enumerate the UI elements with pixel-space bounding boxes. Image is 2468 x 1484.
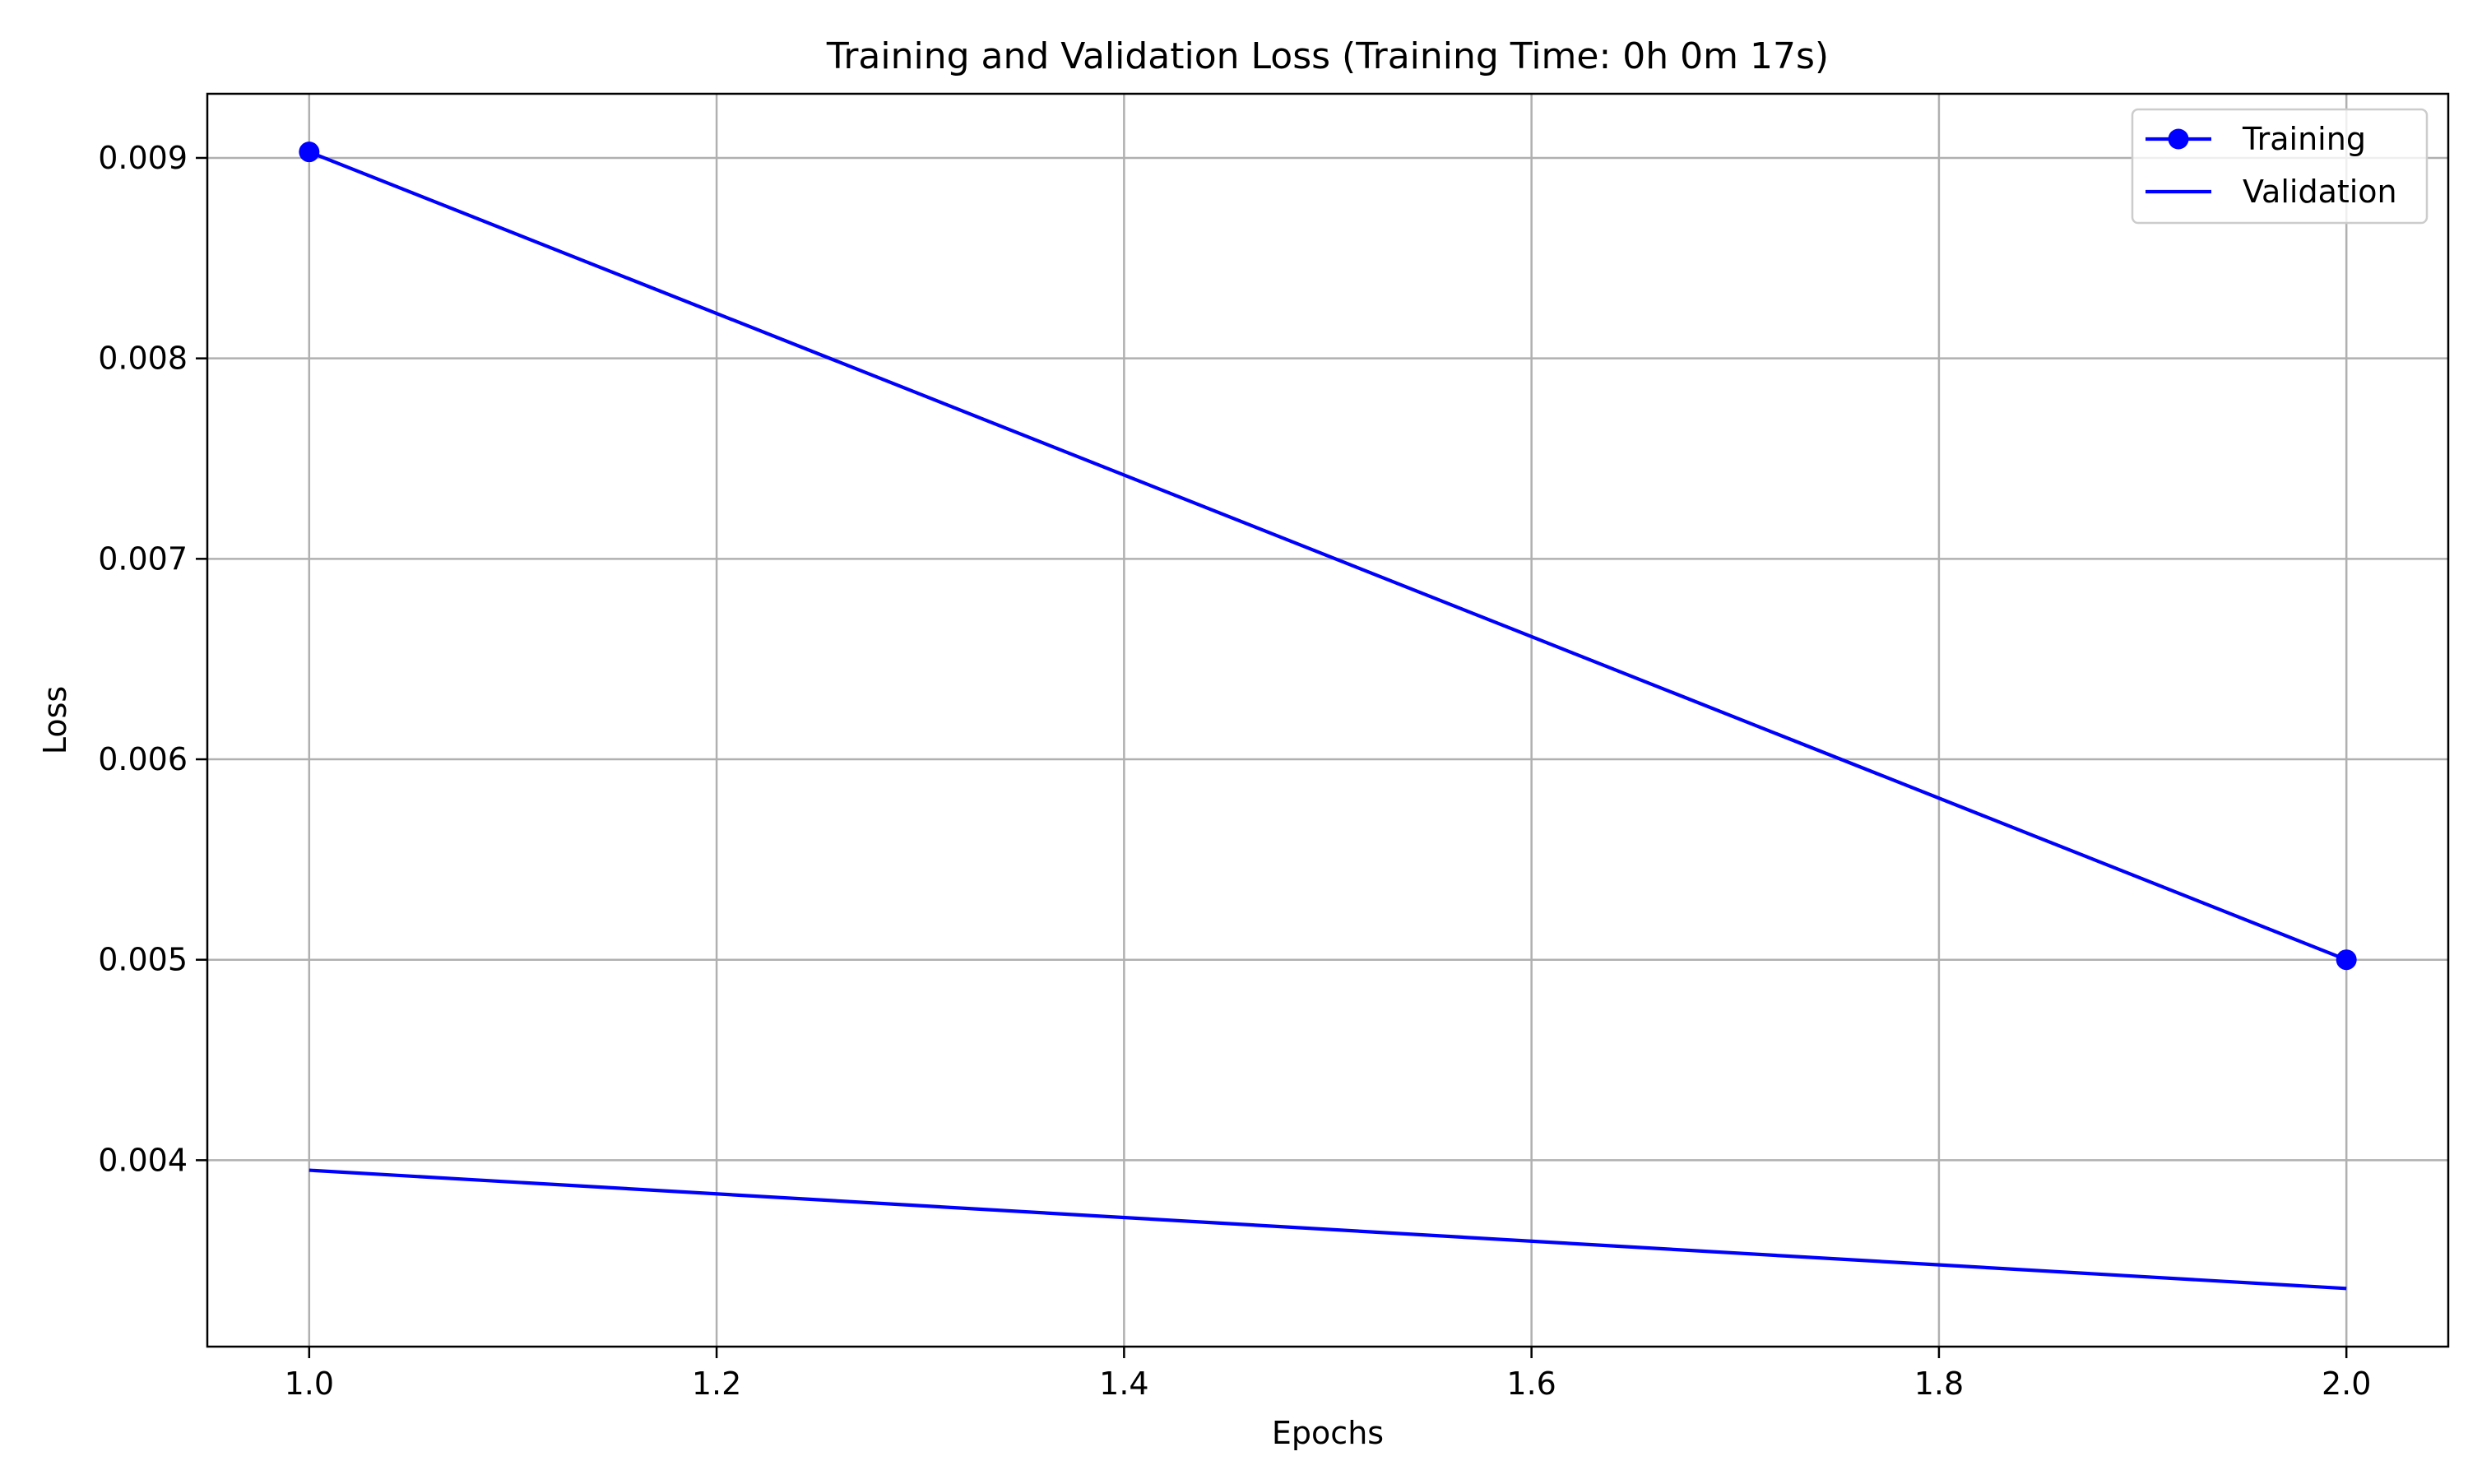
legend: Training Validation [2131,108,2429,225]
y-tick-label: 0.005 [98,942,188,978]
x-tick-label: 1.4 [1099,1366,1148,1402]
training-point [299,141,320,163]
plot-frame [206,92,2450,1348]
axis-ticks: 1.0 1.2 1.4 1.6 1.8 2.0 0.004 0.005 0.006 0.007 0.… [98,140,2371,1402]
y-tick-label: 0.008 [98,341,188,377]
x-axis-label: Epochs [1272,1415,1384,1451]
y-tick-label: 0.006 [98,741,188,777]
x-tick-label: 1.2 [692,1366,741,1402]
y-tick-label: 0.009 [98,140,188,176]
x-tick-label: 1.6 [1506,1366,1556,1402]
training-point [2336,949,2357,971]
x-tick-label: 2.0 [2322,1366,2371,1402]
validation-line [308,1168,2347,1291]
chart-title: Training and Validation Loss (Training T… [826,35,1829,77]
x-tick-label: 1.0 [285,1366,334,1402]
y-tick-label: 0.007 [98,540,188,577]
training-line [308,150,2347,962]
legend-training-marker [2168,128,2189,150]
data-series [299,141,2357,1291]
y-tick-label: 0.004 [98,1142,188,1178]
legend-validation-label: Validation [2243,174,2397,210]
y-axis-label: Loss [37,686,73,754]
legend-training-label: Training [2242,121,2366,157]
x-tick-label: 1.8 [1914,1366,1964,1402]
grid-lines [207,94,2448,1347]
